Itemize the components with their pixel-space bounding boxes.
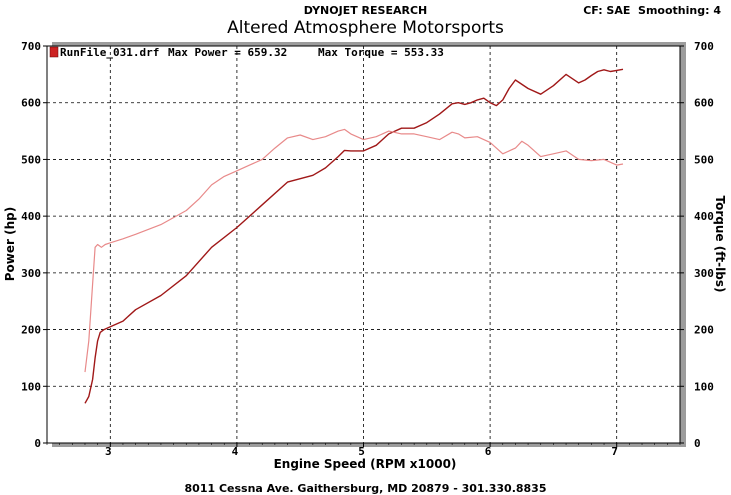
- settings-label: CF: SAE Smoothing: 4: [583, 4, 721, 17]
- y-tick-label-left: 400: [21, 210, 41, 223]
- y-ticks-right: 0 100 200 300 400 500 600 700: [680, 40, 714, 450]
- x-axis-label: Engine Speed (RPM x1000): [274, 457, 457, 471]
- legend-run: RunFile_031.drf: [60, 46, 159, 59]
- brand-label: DYNOJET RESEARCH: [303, 4, 428, 17]
- chart-title: Altered Atmosphere Motorsports: [227, 18, 504, 38]
- series-line-power: [84, 68, 624, 404]
- y-tick-label-right: 600: [694, 97, 714, 110]
- legend-max-torque: Max Torque = 553.33: [318, 46, 444, 59]
- y-tick-label-right: 100: [694, 380, 714, 393]
- y-axis-label-right: Torque (ft-lbs): [713, 196, 727, 293]
- series-line-torque: [84, 128, 624, 373]
- y-axis-label-left: Power (hp): [3, 207, 17, 281]
- legend-swatch: [49, 46, 59, 58]
- y-tick-label-left: 600: [21, 97, 41, 110]
- x-tick-label: 5: [358, 445, 365, 458]
- x-tick-label: 7: [611, 445, 618, 458]
- y-tick-label-left: 0: [34, 437, 41, 450]
- y-tick-label-left: 100: [21, 380, 41, 393]
- grid-lines: [47, 46, 680, 443]
- y-tick-label-right: 500: [694, 153, 714, 166]
- x-tick-label: 6: [485, 445, 492, 458]
- footer-address: 8011 Cessna Ave. Gaithersburg, MD 20879 …: [184, 482, 547, 495]
- series-group: [84, 68, 624, 404]
- y-tick-label-left: 700: [21, 40, 41, 53]
- legend-max-power: Max Power = 659.32: [168, 46, 287, 59]
- y-tick-label-left: 200: [21, 324, 41, 337]
- y-ticks-left: 0 100 200 300 400 500 600 700: [21, 40, 47, 450]
- x-ticks: 3 4 5 6 7: [46, 443, 681, 458]
- y-tick-label-right: 0: [694, 437, 701, 450]
- y-tick-label-right: 700: [694, 40, 714, 53]
- y-tick-label-left: 500: [21, 153, 41, 166]
- x-tick-label: 4: [232, 445, 239, 458]
- y-tick-label-right: 200: [694, 324, 714, 337]
- y-tick-label-right: 400: [694, 210, 714, 223]
- y-tick-label-left: 300: [21, 267, 41, 280]
- x-tick-label: 3: [105, 445, 112, 458]
- y-tick-label-right: 300: [694, 267, 714, 280]
